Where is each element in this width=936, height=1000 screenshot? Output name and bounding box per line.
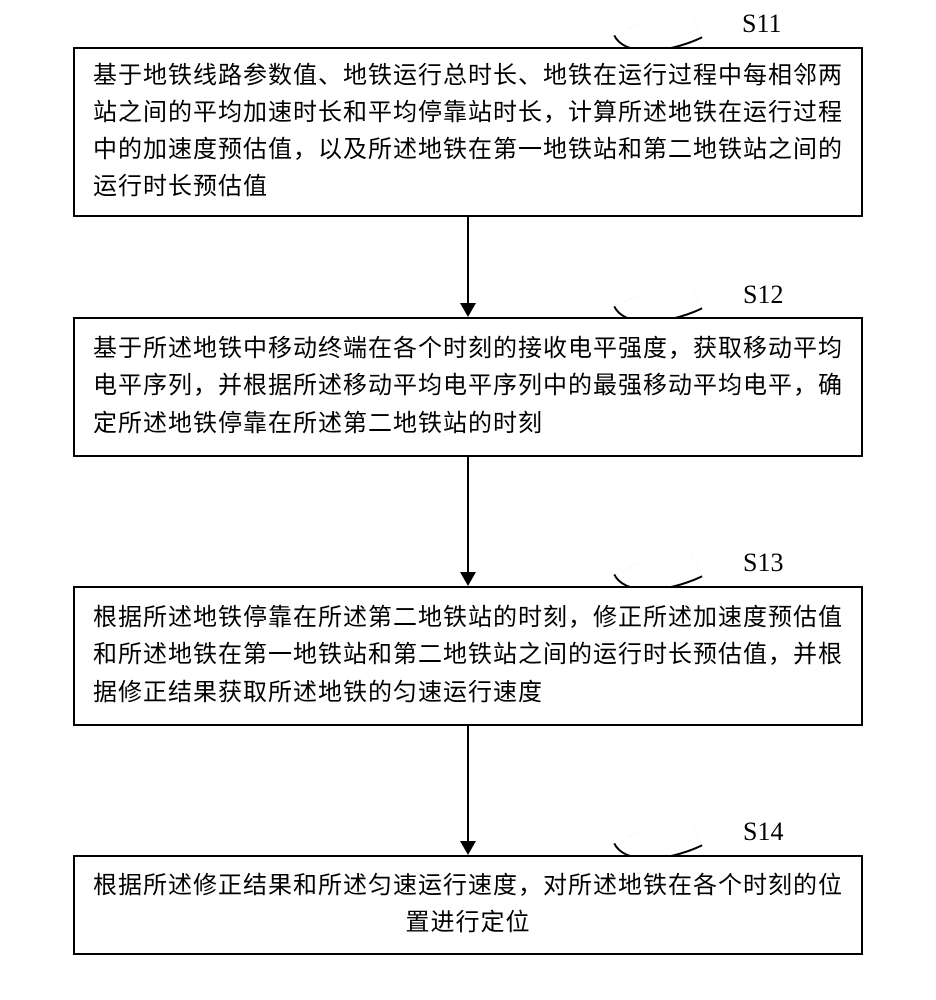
step-label-s13: S13: [743, 548, 783, 578]
step-box-s12: 基于所述地铁中移动终端在各个时刻的接收电平强度，获取移动平均电平序列，并根据所述…: [73, 317, 863, 457]
arrow-head-2: [460, 572, 476, 586]
step-label-s11: S11: [742, 9, 782, 39]
arrow-head-1: [460, 303, 476, 317]
arrow-line-1: [467, 217, 469, 305]
step-label-s14: S14: [743, 817, 783, 847]
step-text-s14: 根据所述修正结果和所述匀速运行速度，对所述地铁在各个时刻的位置进行定位: [93, 868, 843, 942]
step-text-s13: 根据所述地铁停靠在所述第二地铁站的时刻，修正所述加速度预估值和所述地铁在第一地铁…: [93, 600, 843, 712]
step-label-s12: S12: [743, 280, 783, 310]
step-text-s12: 基于所述地铁中移动终端在各个时刻的接收电平强度，获取移动平均电平序列，并根据所述…: [93, 331, 843, 443]
arrow-head-3: [460, 841, 476, 855]
step-box-s13: 根据所述地铁停靠在所述第二地铁站的时刻，修正所述加速度预估值和所述地铁在第一地铁…: [73, 586, 863, 726]
arrow-line-3: [467, 726, 469, 842]
step-box-s14: 根据所述修正结果和所述匀速运行速度，对所述地铁在各个时刻的位置进行定位: [73, 855, 863, 955]
step-box-s11: 基于地铁线路参数值、地铁运行总时长、地铁在运行过程中每相邻两站之间的平均加速时长…: [73, 47, 863, 217]
step-text-s11: 基于地铁线路参数值、地铁运行总时长、地铁在运行过程中每相邻两站之间的平均加速时长…: [93, 58, 843, 207]
flowchart-container: S11 基于地铁线路参数值、地铁运行总时长、地铁在运行过程中每相邻两站之间的平均…: [0, 0, 936, 1000]
arrow-line-2: [467, 457, 469, 573]
